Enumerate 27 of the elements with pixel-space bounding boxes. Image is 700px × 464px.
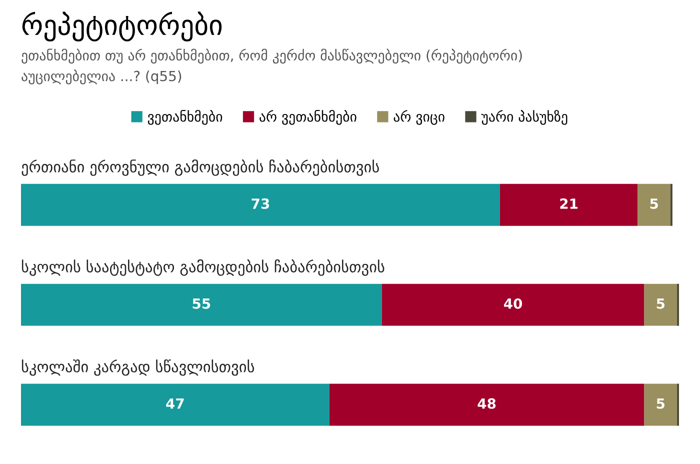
legend-label: არ ვეთანხმები bbox=[260, 110, 356, 125]
legend-label: ვეთანხმები bbox=[148, 110, 222, 125]
bar bbox=[644, 384, 678, 426]
bar bbox=[382, 284, 644, 326]
data-label: 48 bbox=[478, 398, 496, 409]
bar bbox=[21, 384, 330, 426]
legend-label: არ ვიცი bbox=[394, 110, 444, 125]
y-tick-label: ერთიანი ეროვნული გამოცდების ჩაბარებისთვის bbox=[22, 159, 379, 176]
y-tick-label: სკოლაში კარგად სწავლისთვის bbox=[22, 359, 254, 376]
bar bbox=[21, 184, 500, 226]
bar bbox=[500, 184, 638, 226]
chart-title: რეპეტიტორები bbox=[22, 12, 222, 42]
legend-label: უარი პასუხზე bbox=[481, 110, 568, 125]
data-label: 40 bbox=[504, 298, 522, 309]
chart-subtitle: ეთანხმებით თუ არ ეთანხმებით, რომ კერძო მასწავლებელი (რეპეტიტორი) აუცილებელია ...? (q55) bbox=[22, 48, 522, 84]
data-label: 5 bbox=[656, 298, 664, 309]
bar bbox=[329, 384, 644, 426]
bar bbox=[638, 184, 670, 226]
bar bbox=[644, 284, 678, 326]
bar bbox=[21, 284, 382, 326]
data-label: 55 bbox=[192, 298, 210, 309]
data-label: 5 bbox=[656, 398, 664, 409]
data-label: 47 bbox=[166, 398, 184, 409]
data-label: 5 bbox=[650, 198, 658, 209]
data-label: 73 bbox=[252, 198, 270, 209]
y-tick-label: სკოლის საატესტატო გამოცდების ჩაბარებისთვის bbox=[22, 259, 384, 276]
data-label: 21 bbox=[560, 198, 578, 209]
